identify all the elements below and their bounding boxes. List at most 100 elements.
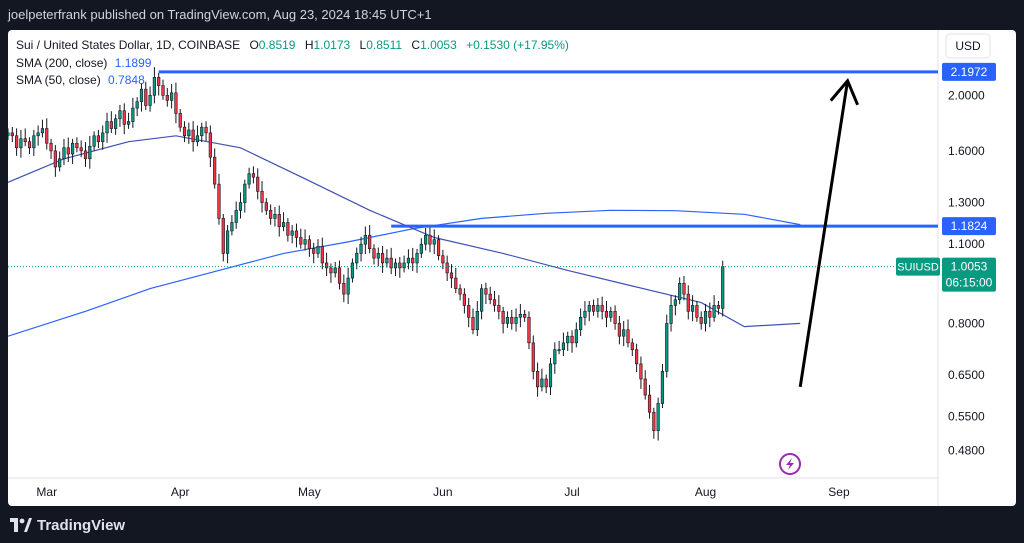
price-axis[interactable]: 2.40002.00001.60001.30001.10000.80000.65…: [948, 43, 985, 458]
candle-body: [617, 323, 621, 337]
candle: [165, 87, 169, 107]
projection-arrow-shaft[interactable]: [798, 80, 850, 388]
candle: [359, 236, 363, 262]
candle: [436, 235, 441, 261]
candle: [234, 201, 238, 229]
candle-body: [462, 293, 466, 306]
candle: [333, 261, 337, 278]
candle-body: [251, 173, 256, 178]
candle: [613, 305, 617, 330]
candle-body: [187, 129, 191, 137]
sma50-label: SMA (50, close): [16, 73, 101, 87]
candle-body: [682, 282, 686, 295]
candle: [695, 300, 699, 322]
candle: [75, 137, 79, 153]
candle-body: [604, 310, 609, 318]
tradingview-brand: TradingView: [37, 516, 126, 534]
projection-arrow-head[interactable]: [829, 77, 860, 106]
x-tick-label: Jul: [564, 485, 579, 499]
candle-body: [699, 316, 703, 324]
candle-body: [583, 310, 587, 318]
candle: [260, 181, 264, 213]
y-tick-label: 0.4800: [948, 444, 985, 458]
candle-body: [505, 316, 510, 324]
time-axis[interactable]: Mar Apr May Jun Jul Aug Sep: [36, 485, 850, 499]
candle: [109, 111, 113, 134]
candle: [368, 225, 372, 254]
candle: [372, 244, 376, 265]
flash-icon[interactable]: [779, 453, 801, 475]
candle-body: [53, 150, 57, 168]
candle-body: [350, 262, 355, 279]
candle-body: [75, 142, 79, 149]
candle: [656, 397, 660, 441]
candle: [609, 306, 613, 322]
candle: [467, 298, 471, 328]
candle: [514, 308, 518, 332]
candle: [587, 300, 591, 322]
candle-body: [428, 234, 432, 245]
candle: [101, 125, 105, 150]
candle-body: [152, 77, 156, 96]
candle: [221, 213, 225, 262]
candle: [96, 129, 101, 149]
candle: [591, 299, 596, 316]
candle: [182, 121, 187, 143]
legend-sma50[interactable]: SMA (50, close) 0.7848: [16, 73, 145, 87]
candle-body: [70, 142, 75, 155]
candle: [475, 301, 479, 337]
candle: [27, 137, 32, 155]
legend-sma200[interactable]: SMA (200, close) 1.1899: [16, 56, 152, 70]
candle: [686, 285, 690, 320]
candle-body: [368, 234, 372, 250]
candle-body: [441, 255, 445, 264]
candle-body: [544, 378, 548, 388]
candle-body: [45, 128, 49, 144]
candle-body: [497, 305, 501, 312]
candle-body: [385, 257, 389, 264]
candle-body: [660, 371, 665, 404]
candle: [363, 226, 367, 255]
candle: [88, 136, 92, 169]
candle: [79, 140, 83, 158]
candle-body: [88, 145, 92, 160]
x-tick-label: Mar: [36, 485, 57, 499]
candle-body: [514, 316, 518, 324]
candle-body: [191, 129, 195, 143]
candle-body: [200, 126, 204, 137]
candle: [402, 255, 406, 273]
candle: [230, 215, 234, 236]
candle: [178, 108, 182, 132]
candle-body: [518, 313, 522, 318]
candle: [647, 384, 652, 419]
candle-body: [243, 183, 247, 203]
candle: [40, 119, 45, 138]
candle-body: [256, 176, 260, 192]
candle-body: [419, 243, 423, 254]
level-price-label: 1.1824: [951, 219, 988, 233]
candle: [643, 370, 647, 400]
candle: [660, 363, 665, 409]
candle: [544, 374, 548, 394]
candle-body: [273, 214, 277, 219]
candle-body: [204, 126, 208, 134]
symbol-title: Sui / United States Dollar, 1D, COINBASE: [16, 38, 240, 52]
candle: [441, 249, 445, 270]
candle-body: [406, 257, 411, 264]
candle: [118, 104, 122, 127]
candle: [32, 129, 36, 156]
candle: [566, 331, 570, 351]
candle: [217, 173, 221, 225]
candle-body: [398, 262, 402, 269]
candle-body: [561, 342, 566, 350]
candle-body: [454, 277, 458, 289]
y-tick-label: 1.1000: [948, 237, 985, 251]
currency-button[interactable]: USD: [945, 33, 991, 59]
tradingview-logo[interactable]: TradingView: [10, 515, 125, 535]
candle-body: [294, 230, 299, 238]
candle: [273, 206, 277, 227]
candle: [320, 237, 324, 270]
candle-body: [170, 92, 174, 101]
